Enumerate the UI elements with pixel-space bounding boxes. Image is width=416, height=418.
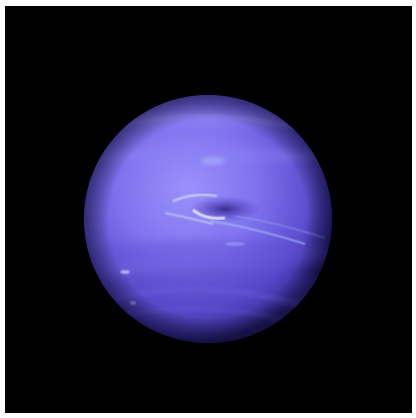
planet-limb: [84, 95, 332, 343]
space-background: [5, 6, 412, 413]
planet-image: [84, 95, 332, 343]
